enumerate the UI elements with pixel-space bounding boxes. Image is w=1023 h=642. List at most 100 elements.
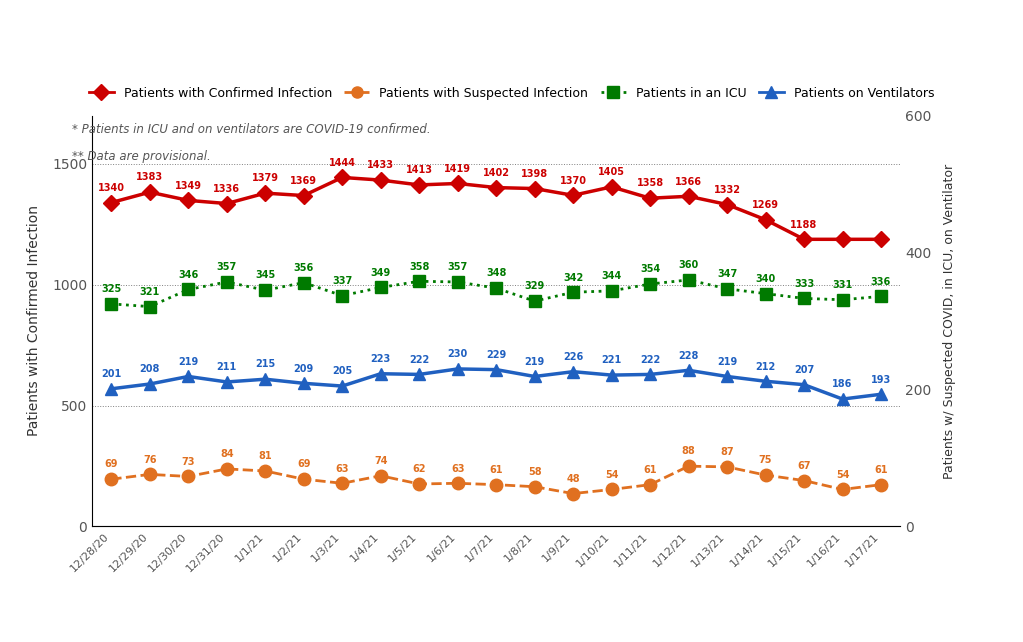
Patients with Confirmed Infection bbox=[721, 201, 733, 209]
Text: 81: 81 bbox=[259, 451, 272, 461]
Text: 61: 61 bbox=[489, 465, 503, 475]
Patients with Suspected Infection bbox=[529, 483, 541, 490]
Patients in an ICU bbox=[759, 290, 771, 297]
Patients in an ICU bbox=[337, 292, 349, 300]
Patients on Ventilators bbox=[682, 367, 695, 374]
Y-axis label: Patients with Confirmed Infection: Patients with Confirmed Infection bbox=[27, 205, 41, 437]
Text: 207: 207 bbox=[794, 365, 814, 375]
Text: 74: 74 bbox=[374, 456, 388, 466]
Patients on Ventilators bbox=[182, 372, 194, 380]
Patients with Suspected Infection bbox=[567, 490, 579, 498]
Text: 357: 357 bbox=[447, 262, 468, 272]
Text: 76: 76 bbox=[143, 455, 157, 465]
Patients in an ICU bbox=[837, 296, 849, 304]
Patients on Ventilators bbox=[798, 381, 810, 388]
Patients with Suspected Infection bbox=[759, 471, 771, 479]
Text: 1402: 1402 bbox=[483, 168, 509, 178]
Text: 219: 219 bbox=[717, 357, 738, 367]
Patients with Suspected Infection bbox=[643, 481, 656, 489]
Text: 222: 222 bbox=[640, 354, 660, 365]
Text: 346: 346 bbox=[178, 270, 198, 280]
Line: Patients with Confirmed Infection: Patients with Confirmed Infection bbox=[105, 172, 887, 245]
Text: 226: 226 bbox=[563, 352, 583, 362]
Patients in an ICU bbox=[374, 284, 387, 291]
Text: 229: 229 bbox=[486, 350, 506, 360]
Patients in an ICU bbox=[567, 288, 579, 296]
Text: 61: 61 bbox=[875, 465, 888, 475]
Patients in an ICU bbox=[798, 295, 810, 302]
Text: 69: 69 bbox=[297, 460, 311, 469]
Patients with Suspected Infection bbox=[182, 473, 194, 480]
Text: 345: 345 bbox=[255, 270, 275, 281]
Patients with Suspected Infection bbox=[337, 480, 349, 487]
Text: 349: 349 bbox=[370, 268, 391, 278]
Patients in an ICU bbox=[451, 278, 463, 286]
Patients on Ventilators bbox=[875, 390, 887, 398]
Text: 63: 63 bbox=[336, 464, 349, 474]
Text: 1188: 1188 bbox=[791, 220, 817, 230]
Patients in an ICU bbox=[221, 278, 233, 286]
Patients on Ventilators bbox=[221, 378, 233, 386]
Text: 333: 333 bbox=[794, 279, 814, 289]
Patients with Suspected Infection bbox=[451, 480, 463, 487]
Text: 58: 58 bbox=[528, 467, 541, 477]
Patients with Confirmed Infection bbox=[337, 173, 349, 181]
Text: 63: 63 bbox=[451, 464, 464, 474]
Patients with Confirmed Infection bbox=[837, 236, 849, 243]
Text: 75: 75 bbox=[759, 455, 772, 465]
Text: 1340: 1340 bbox=[98, 183, 125, 193]
Patients on Ventilators bbox=[105, 385, 118, 393]
Text: 186: 186 bbox=[833, 379, 853, 389]
Patients in an ICU bbox=[105, 300, 118, 308]
Patients on Ventilators bbox=[643, 370, 656, 378]
Patients with Confirmed Infection bbox=[567, 191, 579, 199]
Line: Patients in an ICU: Patients in an ICU bbox=[105, 273, 887, 313]
Text: 1444: 1444 bbox=[328, 158, 356, 168]
Text: ** Data are provisional.: ** Data are provisional. bbox=[72, 150, 211, 163]
Text: 1349: 1349 bbox=[175, 180, 202, 191]
Text: 212: 212 bbox=[755, 361, 775, 372]
Text: 354: 354 bbox=[640, 265, 660, 274]
Patients with Confirmed Infection bbox=[413, 181, 426, 189]
Patients with Suspected Infection bbox=[606, 485, 618, 493]
Text: 84: 84 bbox=[220, 449, 233, 459]
Text: 1419: 1419 bbox=[444, 164, 472, 174]
Text: 1336: 1336 bbox=[213, 184, 240, 194]
Patients with Suspected Infection bbox=[105, 475, 118, 483]
Text: * Patients in ICU and on ventilators are COVID-19 confirmed.: * Patients in ICU and on ventilators are… bbox=[72, 123, 431, 136]
Text: 62: 62 bbox=[412, 464, 426, 474]
Text: 344: 344 bbox=[602, 271, 622, 281]
Patients with Confirmed Infection bbox=[759, 216, 771, 223]
Text: 356: 356 bbox=[294, 263, 314, 273]
Patients with Suspected Infection bbox=[143, 471, 155, 478]
Text: 1413: 1413 bbox=[406, 165, 433, 175]
Text: 337: 337 bbox=[332, 276, 352, 286]
Text: 87: 87 bbox=[720, 447, 733, 457]
Text: 88: 88 bbox=[681, 446, 696, 456]
Patients on Ventilators bbox=[490, 366, 502, 374]
Line: Patients on Ventilators: Patients on Ventilators bbox=[105, 363, 887, 405]
Patients with Suspected Infection bbox=[221, 465, 233, 473]
Patients with Confirmed Infection bbox=[182, 196, 194, 204]
Patients with Confirmed Infection bbox=[798, 236, 810, 243]
Text: 209: 209 bbox=[294, 363, 314, 374]
Patients on Ventilators bbox=[837, 395, 849, 403]
Line: Patients with Suspected Infection: Patients with Suspected Infection bbox=[105, 460, 887, 500]
Patients on Ventilators bbox=[413, 370, 426, 378]
Text: 73: 73 bbox=[181, 456, 195, 467]
Patients in an ICU bbox=[259, 286, 271, 294]
Text: 222: 222 bbox=[409, 354, 430, 365]
Text: 1379: 1379 bbox=[252, 173, 278, 184]
Text: 1269: 1269 bbox=[752, 200, 780, 210]
Text: 1370: 1370 bbox=[560, 176, 586, 186]
Text: 61: 61 bbox=[643, 465, 657, 475]
Text: 360: 360 bbox=[678, 260, 699, 270]
Patients with Confirmed Infection bbox=[490, 184, 502, 191]
Patients on Ventilators bbox=[143, 380, 155, 388]
Text: 211: 211 bbox=[217, 362, 237, 372]
Patients with Suspected Infection bbox=[721, 463, 733, 471]
Patients with Confirmed Infection bbox=[529, 185, 541, 193]
Patients in an ICU bbox=[643, 280, 656, 288]
Text: 67: 67 bbox=[797, 461, 811, 471]
Patients with Suspected Infection bbox=[259, 467, 271, 475]
